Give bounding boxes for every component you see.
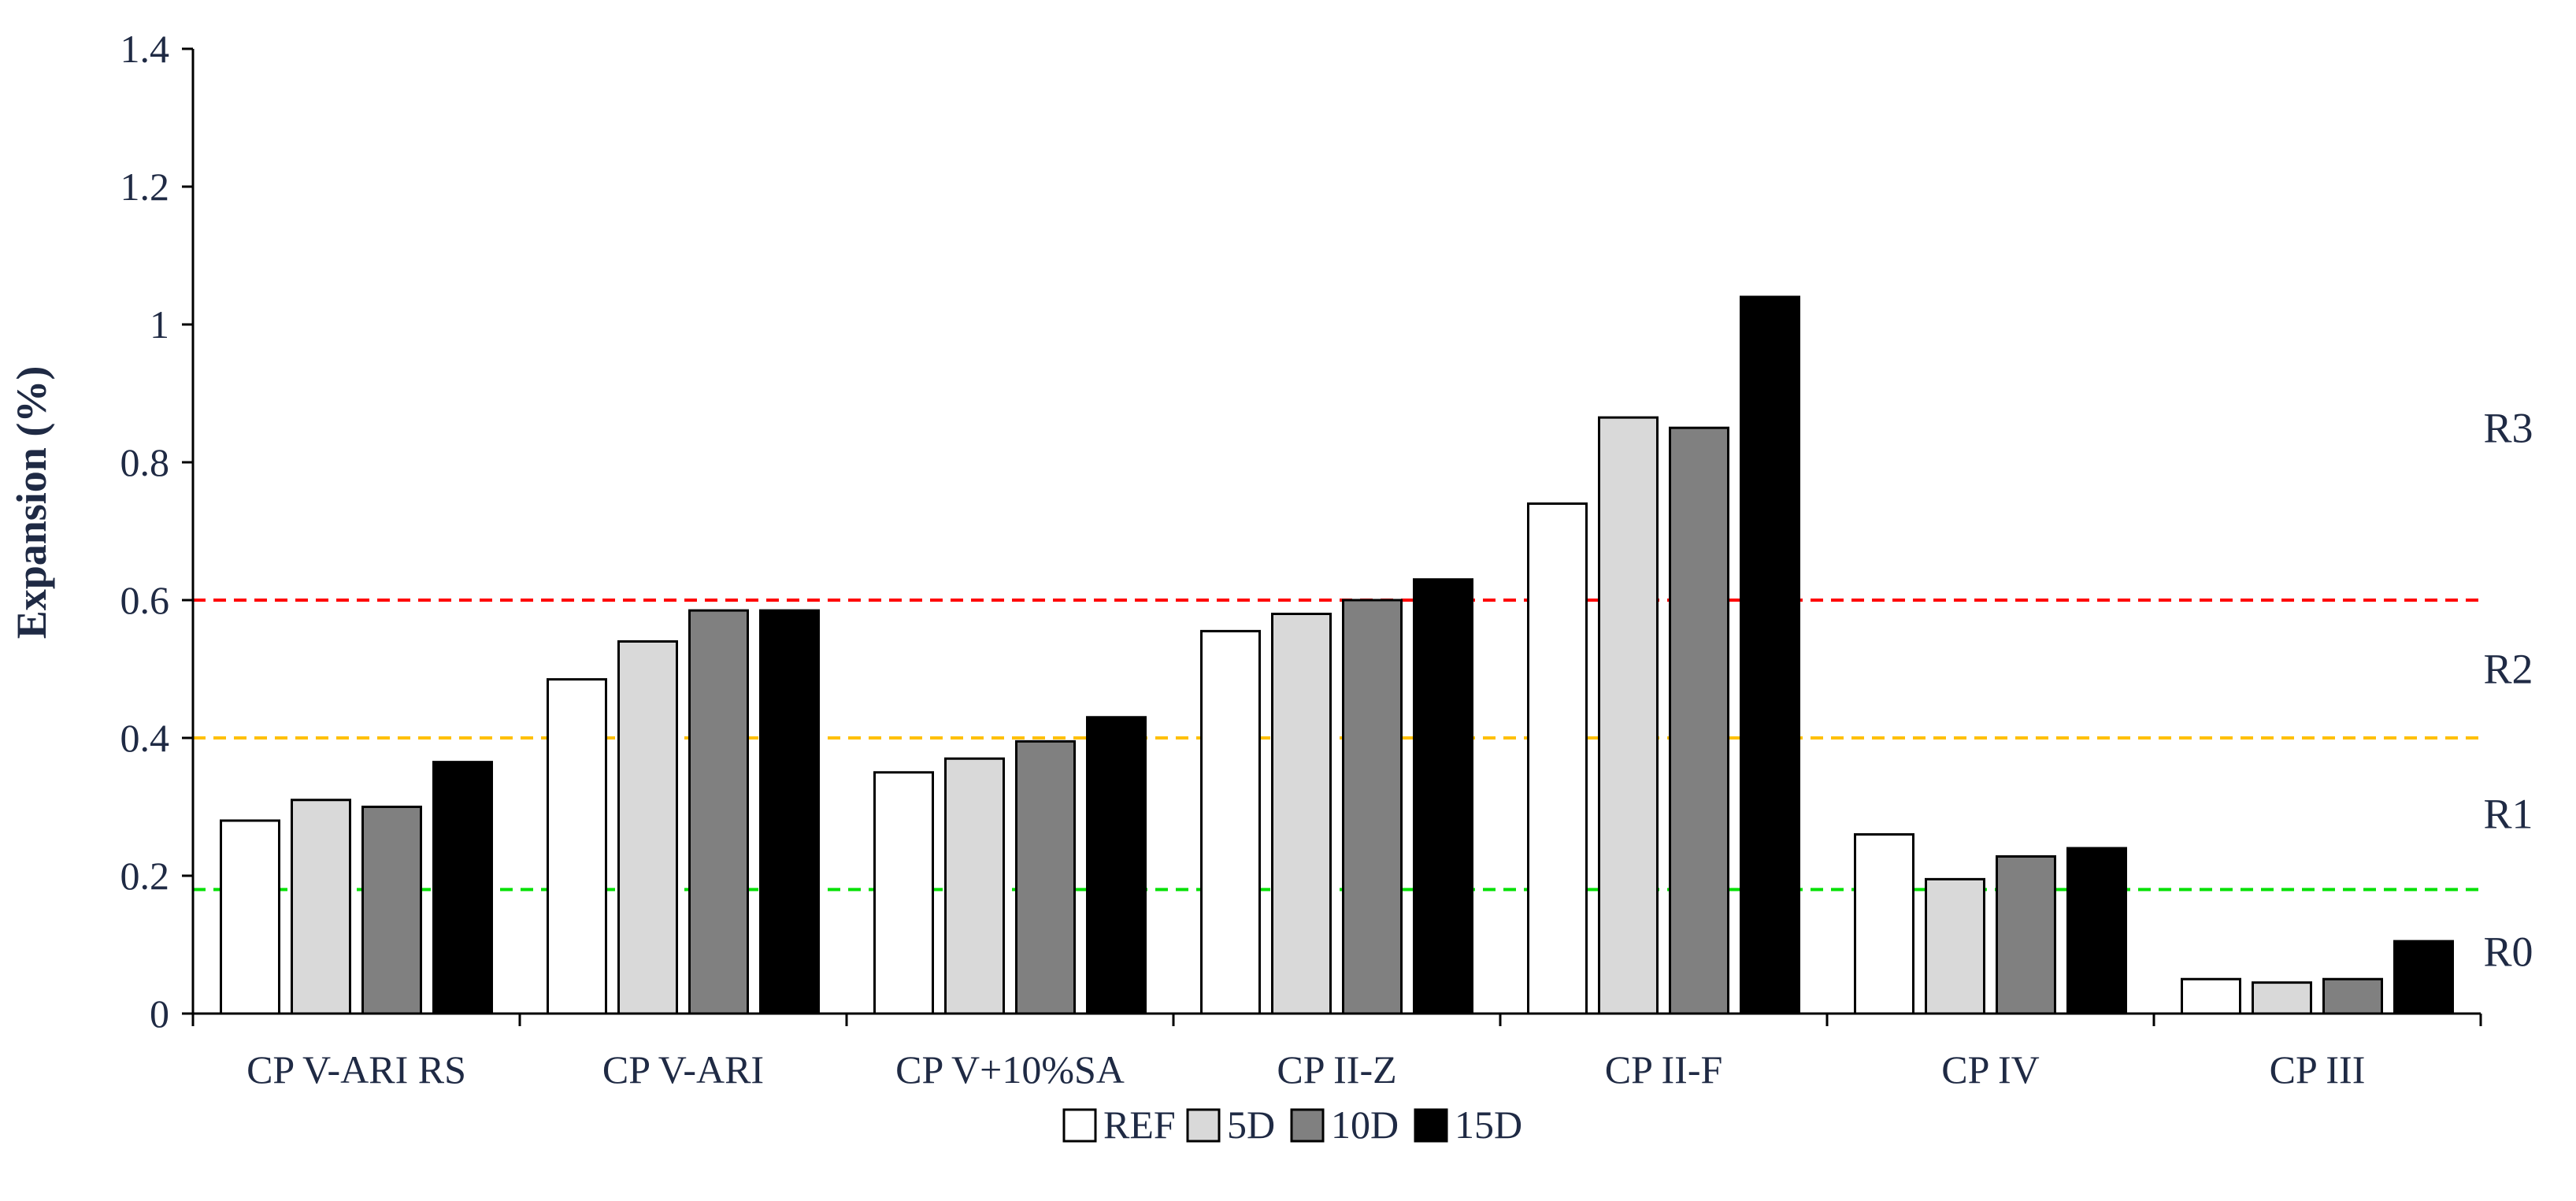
axes bbox=[191, 49, 2482, 1026]
bar-15D-1 bbox=[759, 609, 820, 1015]
zone-label-R0: R0 bbox=[2483, 928, 2533, 975]
zone-label-R2: R2 bbox=[2483, 646, 2533, 693]
bar-5D-4 bbox=[1598, 416, 1659, 1015]
bar-5D-1 bbox=[617, 640, 678, 1015]
bar-15D-4 bbox=[1740, 295, 1800, 1015]
y-tick-label: 0.2 bbox=[120, 854, 170, 898]
bar-5D-2 bbox=[944, 757, 1005, 1015]
category-label: CP III bbox=[2270, 1047, 2366, 1092]
bar-10D-3 bbox=[1342, 599, 1403, 1015]
y-tick-label: 1 bbox=[150, 302, 169, 347]
bar-5D-3 bbox=[1271, 613, 1332, 1015]
y-tick-label: 0 bbox=[150, 992, 169, 1036]
bar-15D-5 bbox=[2066, 847, 2127, 1015]
zone-labels: R3 R2 R1 R0 bbox=[2483, 404, 2533, 975]
bar-REF-4 bbox=[1527, 502, 1588, 1015]
bar-10D-6 bbox=[2322, 977, 2383, 1015]
y-tick-label: 1.4 bbox=[120, 27, 170, 71]
legend-label-5D: 5D bbox=[1227, 1103, 1275, 1147]
bar-10D-4 bbox=[1669, 426, 1729, 1015]
category-label: CP IV bbox=[1941, 1047, 2040, 1092]
bar-REF-6 bbox=[2181, 977, 2241, 1015]
zone-label-R3: R3 bbox=[2483, 404, 2533, 451]
legend-swatch-REF bbox=[1062, 1108, 1097, 1143]
bar-REF-3 bbox=[1200, 629, 1261, 1015]
y-axis-title: Expansion (%) bbox=[8, 366, 55, 639]
bar-5D-0 bbox=[291, 799, 351, 1015]
reference-lines bbox=[193, 599, 2481, 891]
legend: REF 5D 10D 15D bbox=[1062, 1103, 1522, 1147]
category-label: CP V+10%SA bbox=[895, 1047, 1125, 1092]
x-axis-categories: CP V-ARI RS CP V-ARI CP V+10%SA CP II-Z CP I… bbox=[246, 1047, 2365, 1092]
bar-10D-1 bbox=[688, 609, 749, 1015]
bar-10D-5 bbox=[1996, 855, 2056, 1015]
bar-REF-5 bbox=[1854, 833, 1914, 1015]
bar-REF-1 bbox=[547, 678, 607, 1015]
category-label: CP II-Z bbox=[1277, 1047, 1396, 1092]
zone-label-R1: R1 bbox=[2483, 790, 2533, 837]
legend-swatch-15D bbox=[1414, 1108, 1448, 1143]
bar-15D-0 bbox=[432, 761, 493, 1015]
bar-15D-2 bbox=[1086, 716, 1147, 1015]
bars bbox=[220, 295, 2454, 1015]
bar-15D-6 bbox=[2393, 940, 2454, 1015]
bar-5D-6 bbox=[2252, 981, 2312, 1015]
category-label: CP II-F bbox=[1605, 1047, 1723, 1092]
legend-label-10D: 10D bbox=[1331, 1103, 1399, 1147]
legend-swatch-5D bbox=[1186, 1108, 1221, 1143]
y-tick-label: 1.2 bbox=[120, 165, 170, 209]
bar-REF-2 bbox=[873, 771, 934, 1015]
bar-REF-0 bbox=[220, 819, 280, 1015]
bar-5D-5 bbox=[1925, 877, 1985, 1015]
legend-swatch-10D bbox=[1290, 1108, 1325, 1143]
legend-label-REF: REF bbox=[1103, 1103, 1176, 1147]
category-label: CP V-ARI RS bbox=[246, 1047, 466, 1092]
y-tick-label: 0.4 bbox=[120, 716, 170, 760]
y-tick-label: 0.8 bbox=[120, 440, 170, 484]
bar-10D-0 bbox=[361, 806, 422, 1015]
y-tick-label: 0.6 bbox=[120, 578, 170, 622]
bar-15D-3 bbox=[1413, 578, 1473, 1015]
y-axis-ticks: 0 0.2 0.4 0.6 0.8 1 1.2 1.4 bbox=[120, 27, 193, 1036]
legend-label-15D: 15D bbox=[1455, 1103, 1522, 1147]
category-label: CP V-ARI bbox=[602, 1047, 764, 1092]
bar-10D-2 bbox=[1015, 740, 1076, 1015]
